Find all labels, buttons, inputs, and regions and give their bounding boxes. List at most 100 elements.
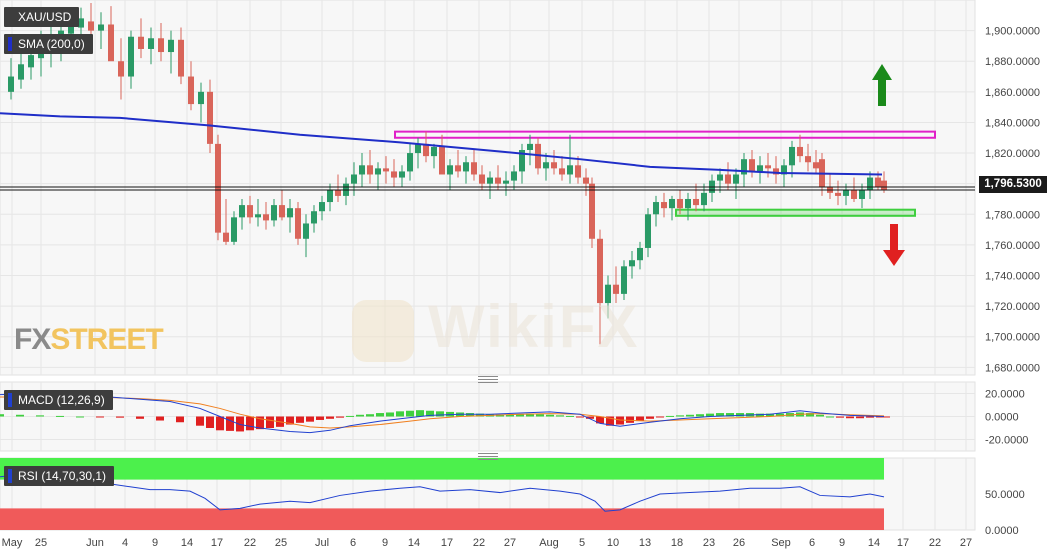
price-y-tick-label: 1,860.0000 [985,87,1040,99]
candle-bullish [303,223,309,239]
candle-bullish [351,174,357,184]
candle-bullish [447,165,453,175]
macd-histogram-bar-negative [116,416,124,418]
x-tick-label: Jul [315,537,329,549]
macd-signal-line [0,396,885,429]
candle-bullish [463,162,469,172]
candle-bullish [717,174,723,181]
macd-histogram-bar-negative [586,416,594,419]
candle-bullish [669,198,675,209]
macd-histogram-bar-negative [866,416,874,418]
macd-histogram-bar-positive [816,414,824,417]
price-y-tick-label: 1,880.0000 [985,56,1040,68]
candle-bearish [178,39,184,77]
macd-histogram-bar-negative [836,416,844,418]
candle-bullish [733,174,739,184]
candle-bullish [407,153,413,172]
sma-indicator-label[interactable]: SMA (200,0) [4,34,93,54]
candle-bullish [359,165,365,175]
candle-bearish [583,177,589,184]
macd-histogram-bar-negative [236,416,244,432]
macd-histogram-bar-positive [36,415,44,417]
candle-bearish [439,146,445,175]
candle-bullish [629,260,635,267]
candle-bearish [835,192,841,196]
candle-bearish [335,189,341,196]
macd-histogram-bar-positive [696,414,704,417]
macd-histogram-bar-positive [826,416,834,418]
candle-bullish [487,177,493,184]
macd-histogram-bar-negative [296,416,304,423]
macd-histogram-bar-negative [626,416,634,423]
candle-bearish [207,91,213,144]
x-tick-label: 14 [868,537,880,549]
rsi-y-tick-label: 0.0000 [985,525,1019,537]
macd-histogram-bar-negative [176,416,184,423]
sma-color-swatch [8,37,12,51]
macd-histogram-bar-negative [216,416,224,431]
candle-bullish [789,146,795,166]
rsi-oversold-band [0,508,884,530]
macd-histogram-bar-negative [846,416,854,419]
candle-bullish [78,18,84,28]
x-tick-label: 6 [350,537,356,549]
candle-bullish [605,284,611,304]
price-y-tick-label: 1,840.0000 [985,117,1040,129]
macd-histogram-bar-positive [406,410,414,417]
candle-bullish [128,36,134,77]
macd-y-tick-label: -20.0000 [985,435,1028,447]
macd-y-tick-label: 20.0000 [985,389,1025,401]
macd-histogram-bar-negative [286,416,294,425]
macd-histogram-bar-positive [566,415,574,417]
macd-histogram-bar-negative [256,416,264,430]
candle-bearish [263,214,269,221]
x-tick-label: 13 [639,537,651,549]
candle-bearish [813,162,819,169]
x-tick-label: 9 [839,537,845,549]
candle-bearish [693,198,699,206]
candle-bearish [295,208,301,239]
candle-bearish [479,174,485,184]
x-tick-label: Sep [771,537,791,549]
candle-bullish [527,143,533,150]
macd-pane-resize-handle[interactable] [478,376,498,383]
rsi-pane-resize-handle[interactable] [478,453,498,460]
candle-bullish [621,266,627,294]
x-tick-label: 25 [35,537,47,549]
macd-histogram-bar-positive [76,416,84,418]
x-tick-label: 10 [607,537,619,549]
candle-bearish [108,24,114,62]
wikifx-mark-icon [352,300,414,363]
x-tick-label: 17 [441,537,453,549]
rsi-indicator-label[interactable]: RSI (14,70,30,1) [4,466,115,486]
macd-histogram-bar-negative [96,416,104,418]
candle-bearish [367,165,373,175]
candle-bullish [757,165,763,172]
macd-histogram-bar-positive [436,411,444,417]
macd-histogram-bar-negative [206,416,214,428]
rsi-overbought-band [0,458,884,480]
candle-bearish [773,168,779,175]
macd-histogram-bar-positive [806,413,814,417]
candle-bearish [279,205,285,218]
macd-histogram-bar-positive [396,411,404,417]
candle-bullish [287,208,293,218]
candle-bearish [589,183,595,239]
macd-histogram-bar-negative [306,416,314,422]
candle-bullish [503,180,509,184]
candle-bearish [559,168,565,175]
candle-bullish [843,189,849,196]
x-tick-label: 9 [382,537,388,549]
macd-indicator-label[interactable]: MACD (12,26,9) [4,390,113,410]
macd-text: MACD (12,26,9) [18,393,105,407]
x-tick-label: 26 [733,537,745,549]
candle-bullish [18,64,24,80]
fxstreet-logo-street: STREET [50,323,163,356]
sma-text: SMA (200,0) [18,37,85,51]
symbol-label[interactable]: XAU/USD [4,7,80,27]
x-tick-label: May [2,537,23,549]
candle-bearish [138,36,144,49]
candle-bearish [661,202,667,209]
macd-histogram-bar-negative [246,416,254,431]
price-y-tick-label: 1,720.0000 [985,301,1040,313]
